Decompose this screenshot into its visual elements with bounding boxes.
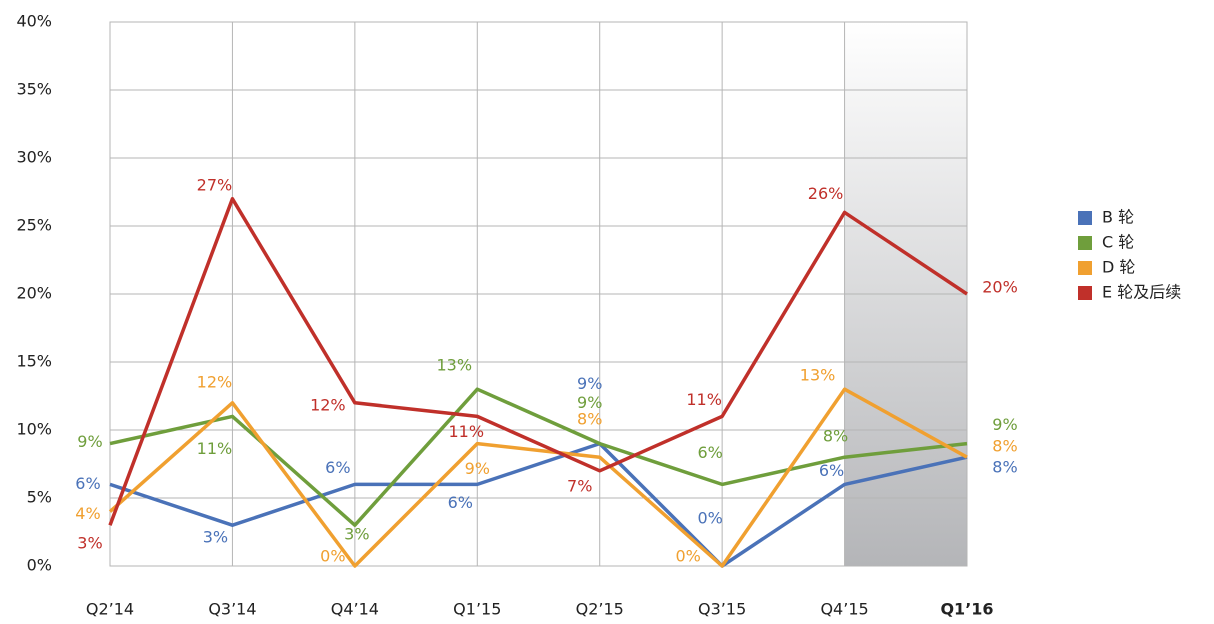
legend-swatch [1078,261,1092,275]
data-label: 13% [800,366,836,385]
legend-label: D 轮 [1102,258,1135,277]
data-label: 11% [686,390,722,409]
data-label: 26% [808,184,844,203]
x-tick-label: Q3’14 [208,600,256,619]
data-label: 0% [675,547,700,566]
legend-label: E 轮及后续 [1102,283,1181,302]
y-tick-label: 30% [16,148,52,167]
x-tick-label: Q4’14 [331,600,379,619]
legend-swatch [1078,211,1092,225]
data-label: 6% [325,458,350,477]
data-label: 4% [75,504,100,523]
data-label: 9% [577,393,602,412]
data-label: 13% [437,356,473,375]
data-label: 20% [982,278,1018,297]
data-label: 3% [344,525,369,544]
x-tick-label: Q3’15 [698,600,746,619]
data-label: 11% [449,422,485,441]
x-tick-label: Q1’15 [453,600,501,619]
data-label: 8% [992,437,1017,456]
x-tick-label: Q4’15 [820,600,868,619]
data-label: 27% [197,175,233,194]
x-tick-label: Q1’16 [940,600,993,619]
y-tick-label: 0% [27,556,52,575]
series-line [109,387,968,527]
data-label: 9% [577,374,602,393]
series-line [109,441,968,568]
data-label: 6% [75,474,100,493]
data-label: 3% [203,528,228,547]
data-label: 6% [697,443,722,462]
y-tick-label: 20% [16,284,52,303]
series-line [108,197,968,526]
legend-swatch [1078,286,1092,300]
data-label: 11% [197,439,233,458]
data-label: 8% [577,410,602,429]
y-tick-label: 5% [27,488,52,507]
data-label: 9% [992,415,1017,434]
data-label: 0% [320,547,345,566]
data-label: 6% [448,493,473,512]
legend-label: B 轮 [1102,208,1134,227]
legend-swatch [1078,236,1092,250]
data-label: 7% [567,476,592,495]
y-tick-label: 15% [16,352,52,371]
data-label: 6% [819,461,844,480]
series-line [108,387,968,568]
data-label: 9% [77,432,102,451]
x-tick-label: Q2’15 [576,600,624,619]
x-tick-label: Q2’14 [86,600,134,619]
legend-label: C 轮 [1102,233,1134,252]
data-label: 8% [992,458,1017,477]
data-label: 0% [697,509,722,528]
data-label: 8% [823,427,848,446]
data-label: 12% [310,395,346,414]
y-tick-label: 35% [16,80,52,99]
y-tick-label: 40% [16,12,52,31]
y-tick-label: 10% [16,420,52,439]
data-label: 12% [197,372,233,391]
data-label: 3% [77,534,102,553]
data-label: 9% [465,459,490,478]
y-tick-label: 25% [16,216,52,235]
